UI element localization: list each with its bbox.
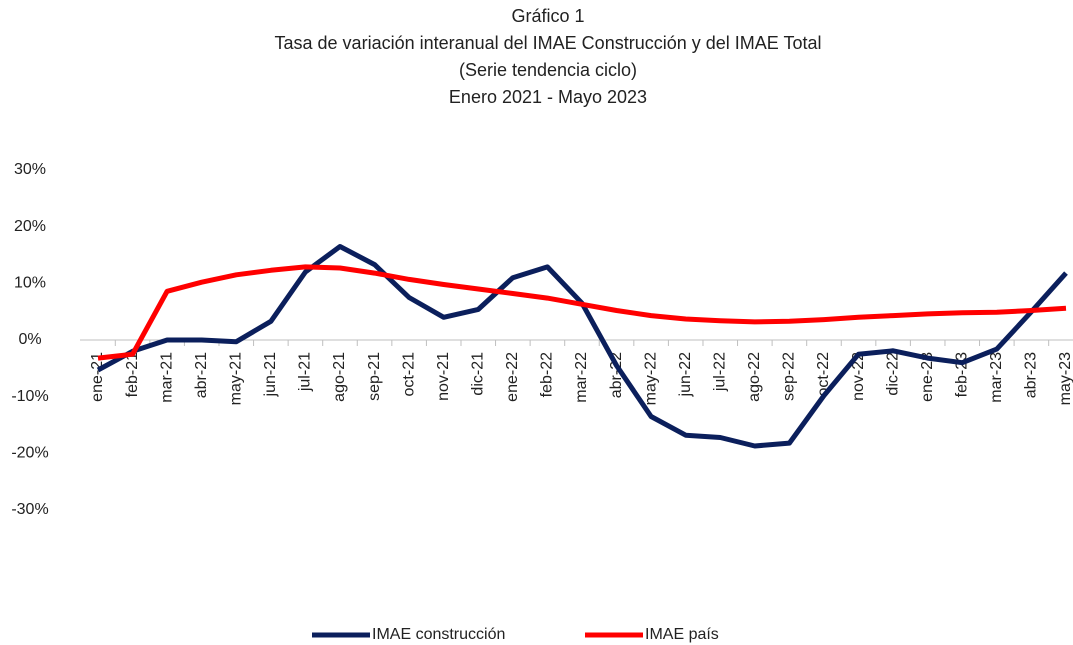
x-tick-label: sep-21 bbox=[366, 352, 383, 401]
x-tick-label: dic-22 bbox=[884, 352, 901, 396]
x-tick-label: jun-22 bbox=[677, 352, 694, 398]
x-tick-label: ene-22 bbox=[504, 352, 521, 402]
x-tick-label: nov-21 bbox=[435, 352, 452, 401]
x-tick-label: abr-21 bbox=[193, 352, 210, 398]
x-tick-label: nov-22 bbox=[850, 352, 867, 401]
x-tick-label: jun-21 bbox=[262, 352, 279, 398]
x-tick-label: feb-22 bbox=[539, 352, 556, 397]
chart-subtitle: Tasa de variación interanual del IMAE Co… bbox=[275, 33, 822, 53]
x-tick-label: abr-23 bbox=[1023, 352, 1040, 398]
y-tick-label: 20% bbox=[14, 218, 46, 235]
x-tick-label: oct-22 bbox=[815, 352, 832, 397]
x-tick-label: ago-21 bbox=[331, 352, 348, 402]
y-tick-label: -30% bbox=[11, 501, 48, 518]
x-tick-label: jul-22 bbox=[711, 352, 728, 392]
chart-title: Gráfico 1 bbox=[511, 6, 584, 26]
x-tick-label: ago-22 bbox=[746, 352, 763, 402]
chart-subtitle: Enero 2021 - Mayo 2023 bbox=[449, 87, 647, 107]
y-tick-label: -10% bbox=[11, 388, 48, 405]
y-tick-label: 30% bbox=[14, 161, 46, 178]
x-tick-label: mar-21 bbox=[158, 352, 175, 403]
x-tick-label: may-21 bbox=[227, 352, 244, 405]
y-tick-label: -20% bbox=[11, 445, 48, 462]
x-tick-label: sep-22 bbox=[781, 352, 798, 401]
x-tick-label: jul-21 bbox=[297, 352, 314, 392]
x-tick-label: may-22 bbox=[642, 352, 659, 405]
legend-label: IMAE país bbox=[645, 626, 719, 643]
series-line bbox=[96, 244, 1068, 449]
series-line bbox=[97, 264, 1067, 361]
x-tick-label: mar-22 bbox=[573, 352, 590, 403]
x-tick-label: abr-22 bbox=[608, 352, 625, 398]
x-tick-label: dic-21 bbox=[469, 352, 486, 396]
y-tick-label: 10% bbox=[14, 275, 46, 292]
x-tick-label: mar-23 bbox=[988, 352, 1005, 403]
x-tick-label: may-23 bbox=[1057, 352, 1073, 405]
x-tick-label: ene-23 bbox=[919, 352, 936, 402]
y-tick-label: 0% bbox=[18, 331, 41, 348]
chart-subtitle: (Serie tendencia ciclo) bbox=[459, 60, 637, 80]
legend-label: IMAE construcción bbox=[372, 626, 505, 643]
x-tick-label: feb-21 bbox=[124, 352, 141, 397]
x-tick-label: oct-21 bbox=[400, 352, 417, 397]
x-tick-label: ene-21 bbox=[89, 352, 106, 402]
